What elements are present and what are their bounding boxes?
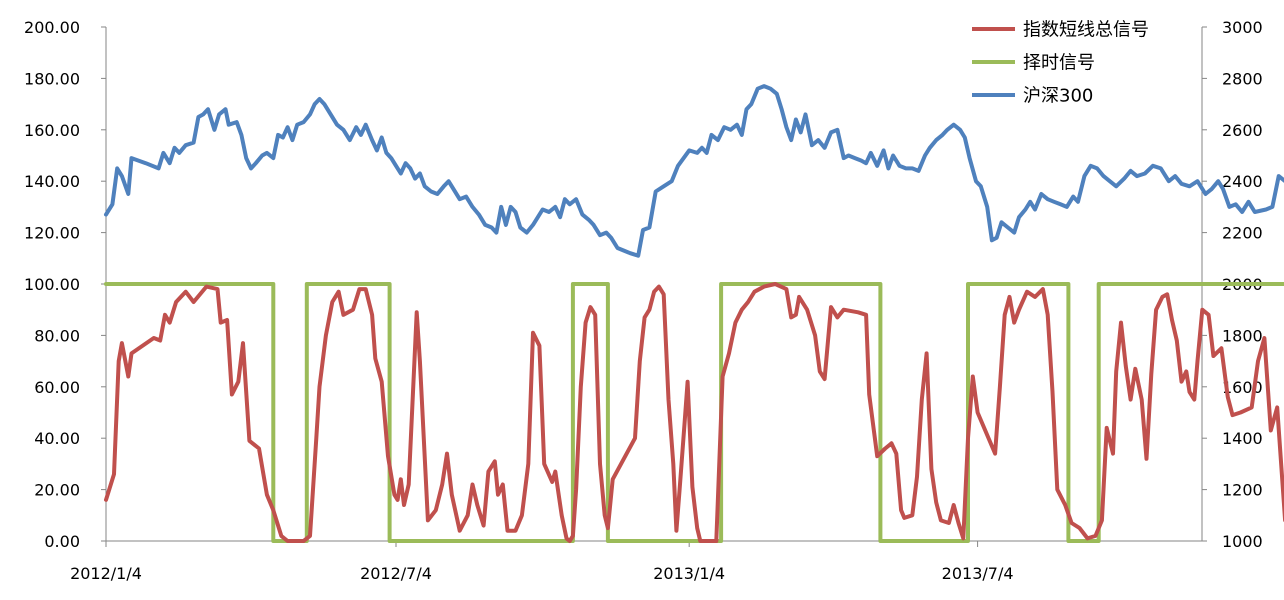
y2-tick-label: 2400 [1222,172,1263,191]
y-tick-label: 60.00 [34,378,80,397]
y-tick-label: 20.00 [34,481,80,500]
y2-tick-label: 1000 [1222,532,1263,551]
x-tick-label: 2012/1/4 [70,564,142,583]
series-line-0 [104,282,1284,543]
series-line-1 [104,282,1284,543]
y-tick-label: 180.00 [24,69,80,88]
y-tick-label: 40.00 [34,429,80,448]
y-tick-label: 80.00 [34,326,80,345]
legend-label-0: 指数短线总信号 [1023,20,1149,41]
x-tick-label: 2012/7/4 [360,564,432,583]
series-line-2 [104,84,1284,258]
y-tick-label: 100.00 [24,275,80,294]
y-tick-label: 200.00 [24,18,80,37]
y-tick-label: 140.00 [24,172,80,191]
y2-tick-label: 1800 [1222,326,1263,345]
y-tick-label: 0.00 [44,532,80,551]
plot-area [104,84,1284,543]
legend-label-2: 沪深300 [1023,86,1093,107]
y2-tick-label: 1200 [1222,481,1263,500]
y2-tick-label: 1400 [1222,429,1263,448]
tick-labels-group: 0.00 20.00 40.00 60.00 80.00 100.00 120.00 140.… [24,18,1263,583]
y2-tick-label: 2200 [1222,224,1263,243]
y-tick-label: 120.00 [24,224,80,243]
x-tick-label: 2013/1/4 [653,564,725,583]
x-tick-label: 2013/7/4 [942,564,1014,583]
y-tick-label: 160.00 [24,121,80,140]
y2-tick-label: 2800 [1222,69,1263,88]
y2-tick-label: 3000 [1222,18,1263,37]
legend-label-1: 择时信号 [1023,53,1095,74]
y2-tick-label: 2600 [1222,121,1263,140]
